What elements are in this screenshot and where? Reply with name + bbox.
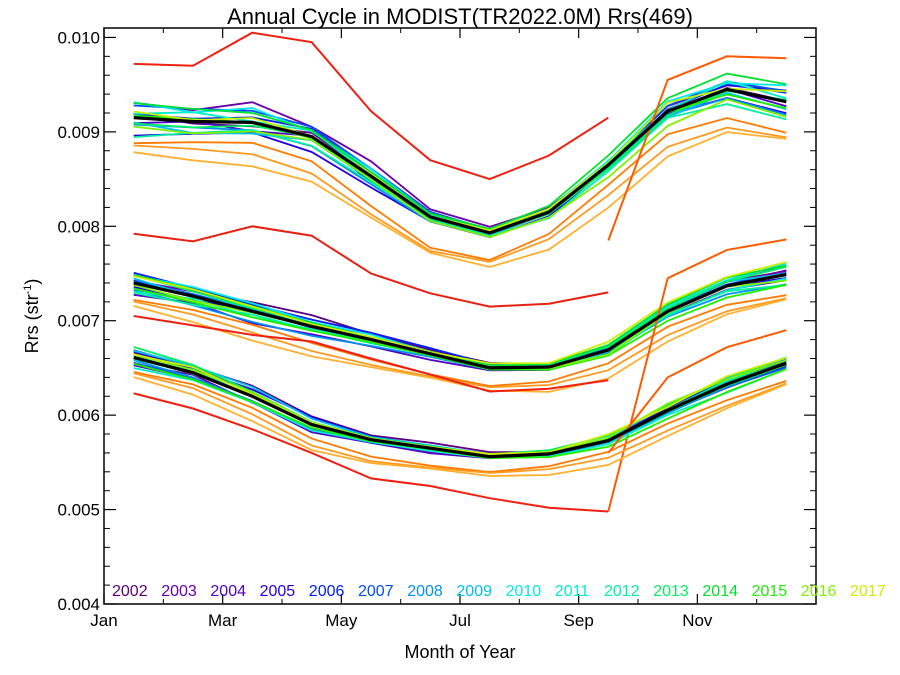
series-line-red <box>133 392 609 513</box>
series-line-orange <box>133 117 787 261</box>
series-line-2002 <box>133 270 787 366</box>
y-axis-label: Rrs (str-1) <box>22 279 42 354</box>
series-line-orange <box>133 297 787 389</box>
series-line-2012 <box>133 103 787 237</box>
legend-entry-2003: 2003 <box>161 583 197 600</box>
legend-entry-2006: 2006 <box>309 583 345 600</box>
legend-entry-2002: 2002 <box>112 583 148 600</box>
x-tick-label: Sep <box>564 611 594 630</box>
x-axis-label: Month of Year <box>404 642 515 662</box>
y-axis-label-tail: ) <box>22 279 42 285</box>
y-tick-label: 0.006 <box>57 406 100 425</box>
legend-entry-2015: 2015 <box>752 583 788 600</box>
series-line-orange <box>133 298 787 393</box>
legend-entry-2004: 2004 <box>210 583 246 600</box>
series-line-2007 <box>133 361 787 459</box>
series-line-2017 <box>133 353 787 455</box>
legend-entry-2016: 2016 <box>801 583 837 600</box>
y-tick-label: 0.005 <box>57 501 100 520</box>
mean-line <box>133 272 787 370</box>
legend-entry-2005: 2005 <box>260 583 296 600</box>
x-tick-label: Mar <box>208 611 238 630</box>
legend-entry-2009: 2009 <box>456 583 492 600</box>
legend-entry-2008: 2008 <box>407 583 443 600</box>
x-tick-label: Jul <box>449 611 471 630</box>
mean-line <box>133 355 787 459</box>
series-line-orange <box>133 126 787 263</box>
legend-entry-2011: 2011 <box>555 583 590 600</box>
series-line-red <box>133 315 609 393</box>
series-line-2016 <box>133 98 787 239</box>
legend-entry-2010: 2010 <box>506 583 542 600</box>
series-line-red <box>133 31 609 181</box>
axis-ticks: Jan Mar May Jul Sep Nov 0.004 0.005 0.006 0.007 0.… <box>57 28 816 630</box>
series-line-2014 <box>133 72 787 230</box>
mean-line <box>133 87 787 235</box>
y-axis-label-sup: -1 <box>22 285 34 295</box>
series-line-orange <box>133 131 787 268</box>
series-line-red-2 <box>133 225 609 308</box>
legend: 2002 2003 2004 2005 2006 2007 2008 2009 2010 2011… <box>112 583 886 600</box>
y-tick-label: 0.008 <box>57 217 100 236</box>
series-line-orange <box>133 376 787 477</box>
y-tick-label: 0.007 <box>57 312 100 331</box>
legend-entry-2007: 2007 <box>358 583 394 600</box>
legend-entry-2012: 2012 <box>604 583 640 600</box>
series-line-2015 <box>133 362 787 460</box>
series-line-2005 <box>133 277 787 369</box>
series-line-2017 <box>133 261 787 365</box>
series-line-orange <box>133 371 787 473</box>
series-line-orange-late <box>607 55 787 241</box>
series-line-2015 <box>133 284 787 371</box>
series-line-orange <box>133 294 787 387</box>
chart-title: Annual Cycle in MODIST(TR2022.0M) Rrs(46… <box>227 4 693 29</box>
series-lines <box>133 31 787 513</box>
series-line-orange-late <box>607 329 787 454</box>
x-tick-label: Jan <box>90 611 117 630</box>
y-tick-label: 0.004 <box>57 595 100 614</box>
series-line-orange <box>133 372 787 474</box>
y-axis-label-main: Rrs (str <box>22 294 42 353</box>
x-tick-label: May <box>325 611 358 630</box>
y-tick-label: 0.010 <box>57 28 100 47</box>
y-tick-label: 0.009 <box>57 123 100 142</box>
legend-entry-2017: 2017 <box>850 583 886 600</box>
series-line-orange-late <box>607 238 787 512</box>
legend-entry-2014: 2014 <box>702 583 738 600</box>
x-tick-label: Nov <box>682 611 713 630</box>
series-line-2003 <box>133 363 787 459</box>
series-line-2010 <box>133 262 787 367</box>
legend-entry-2013: 2013 <box>653 583 689 600</box>
